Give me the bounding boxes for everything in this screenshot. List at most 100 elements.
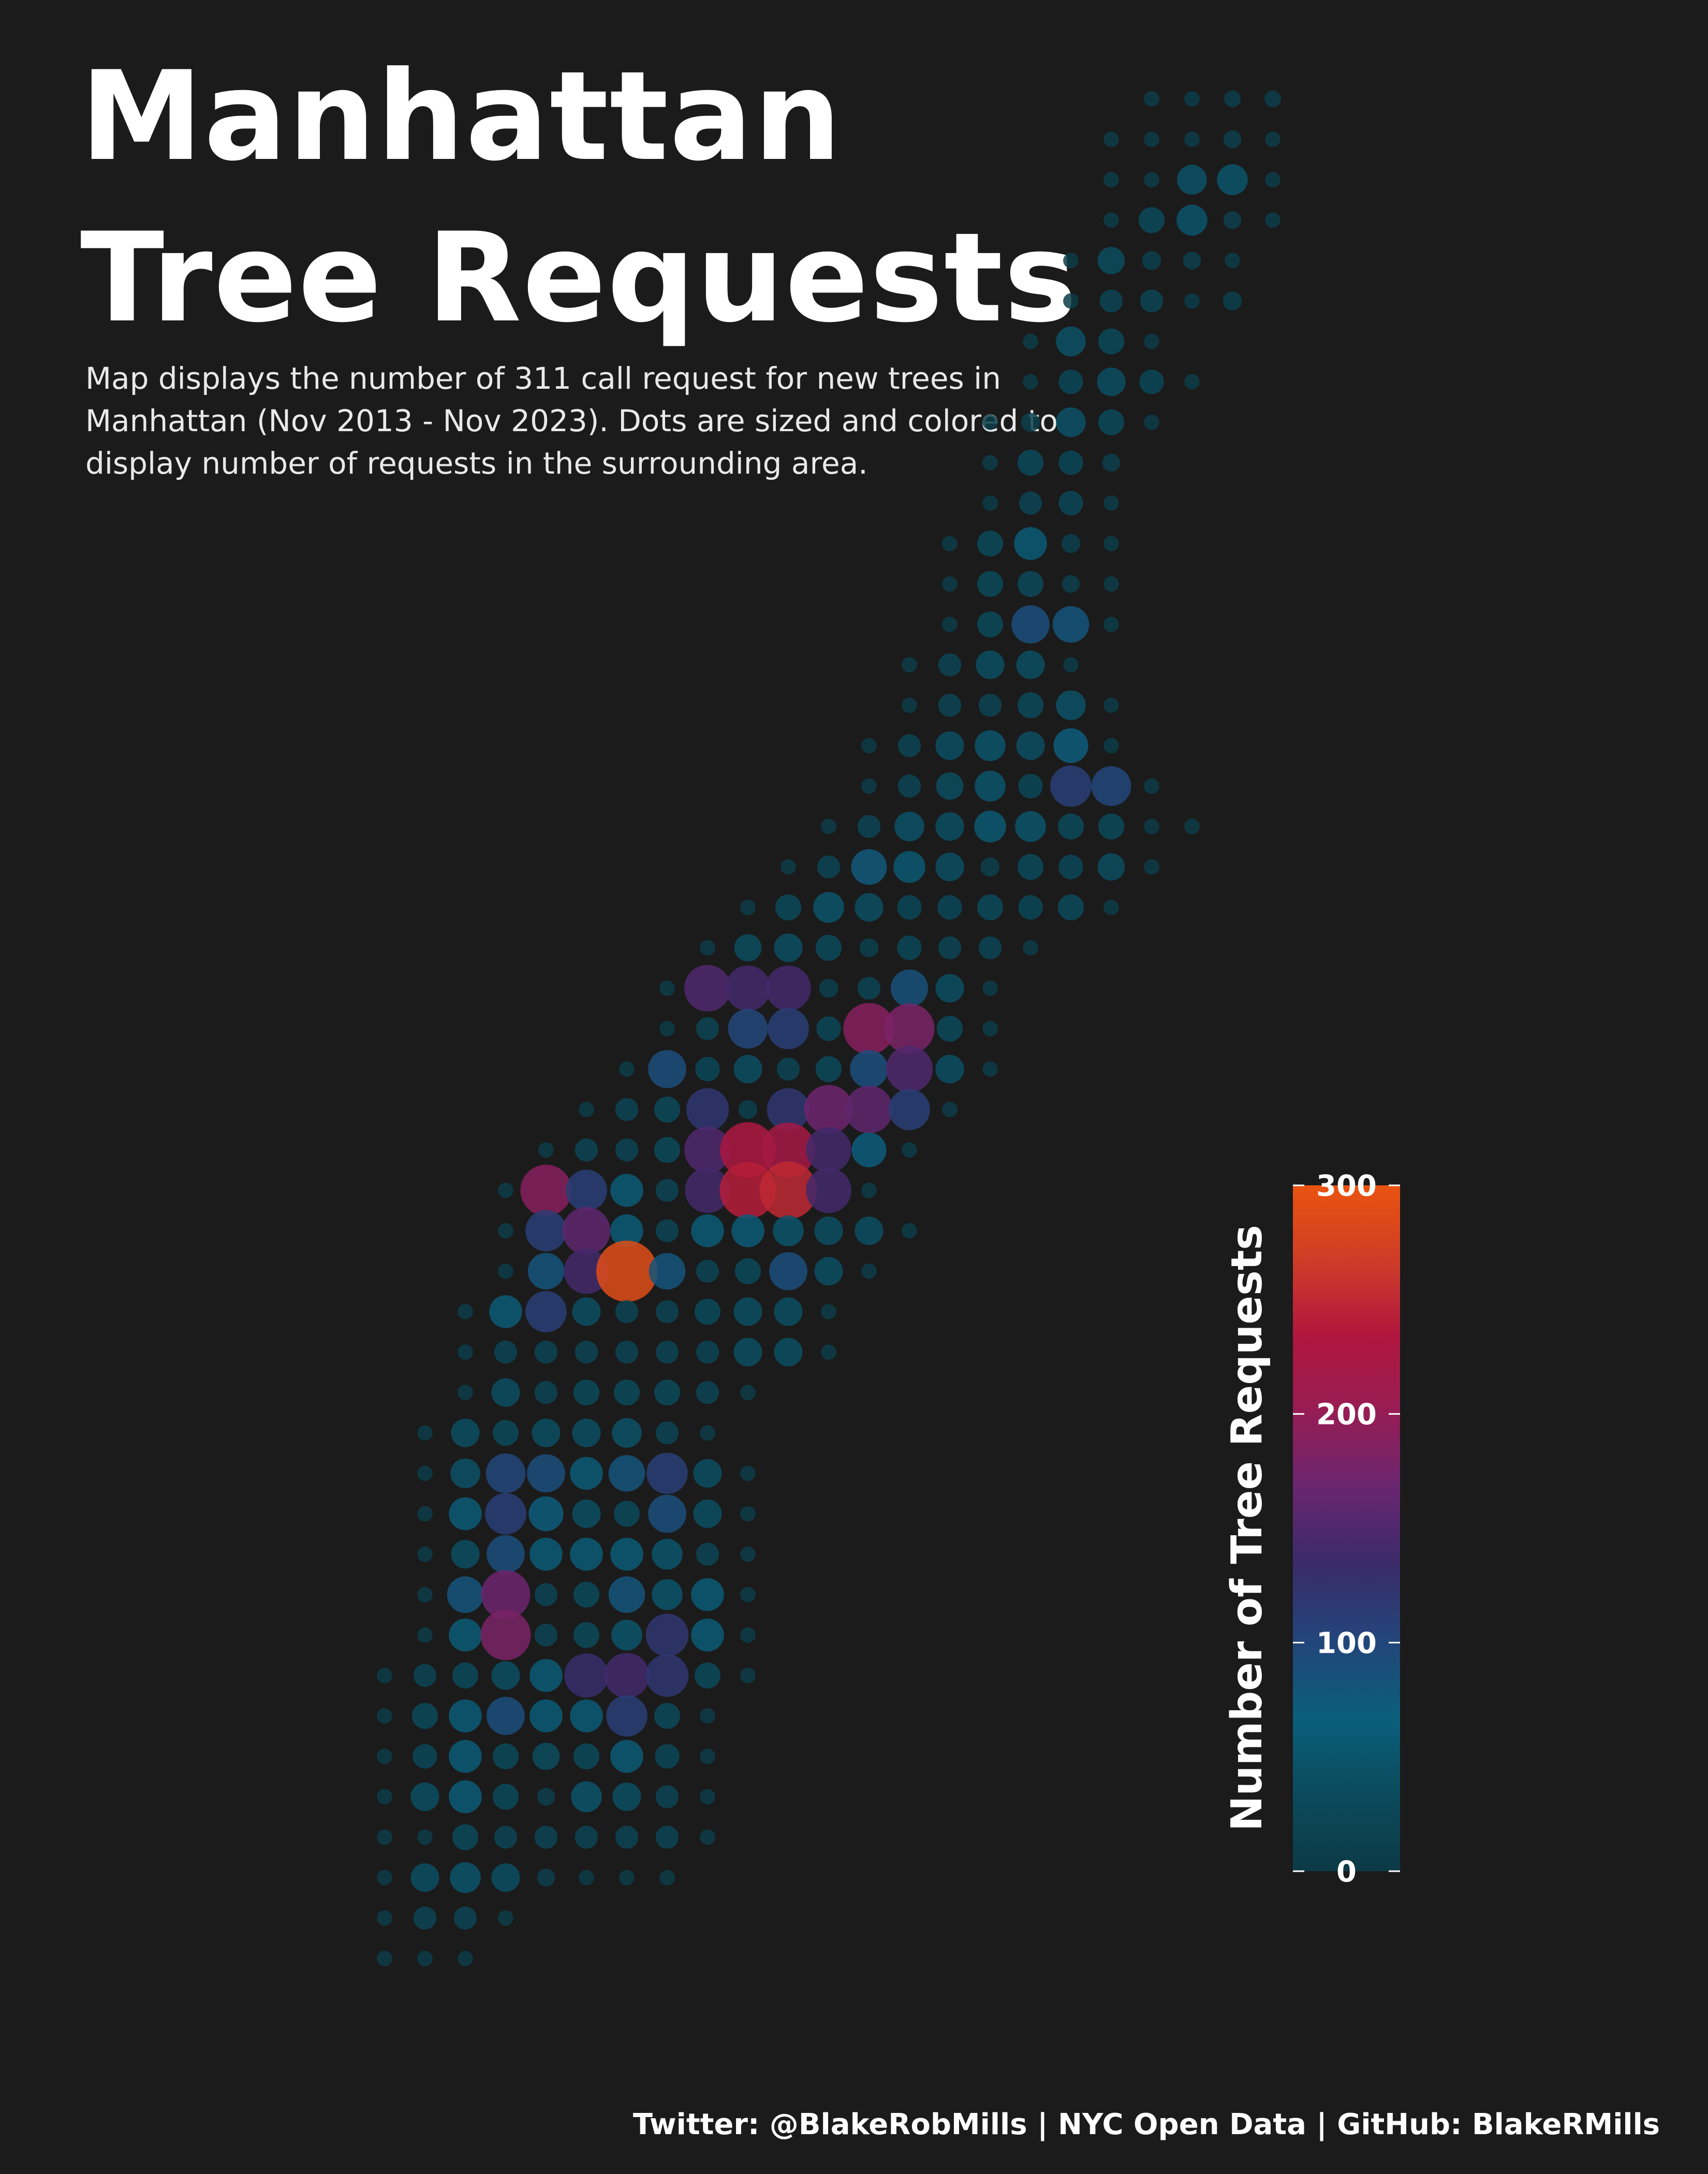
map-dot [494,1826,518,1849]
map-dot [573,1743,600,1770]
map-dot [377,1910,392,1926]
map-dot [575,1138,598,1162]
map-dot [774,1338,803,1367]
map-dot [573,1622,600,1648]
map-dot [654,1096,681,1123]
map-dot [450,1458,480,1489]
map-dot [1103,616,1119,633]
map-dot [815,935,842,961]
map-dot [1140,289,1164,313]
map-dot [1097,368,1126,396]
map-dot [936,1016,963,1042]
map-dot [659,980,675,996]
map-dot [377,1870,392,1886]
map-dot [1144,131,1159,147]
map-dot [458,1385,473,1401]
map-dot [604,1653,650,1698]
map-dot [734,934,762,962]
map-dot [935,812,964,841]
color-legend: 0 100 200 300 Number of Tree Requests [1223,1169,1400,1889]
map-dot [1103,738,1119,754]
map-dot [613,1379,640,1406]
map-dot [532,1742,560,1770]
legend-tick-label: 100 [1316,1626,1377,1660]
map-dot [821,1344,836,1360]
map-dot [449,1699,482,1732]
map-dot [740,900,756,915]
map-dot [1056,326,1086,357]
map-dot [935,853,964,882]
map-dot [606,1695,647,1737]
map-dot [1103,697,1119,713]
map-dot [776,1057,800,1081]
map-dot [806,1167,851,1213]
map-dot [1058,855,1083,879]
map-dot [525,1291,567,1332]
map-dot [449,1497,482,1531]
map-dot [417,1627,433,1643]
map-dot [982,1021,998,1037]
map-dot [1184,91,1200,107]
map-dot [1023,374,1038,390]
map-dot [610,1173,643,1207]
map-dot [573,1379,600,1406]
map-dot [816,1016,841,1041]
map-dot [761,1122,816,1178]
map-dot [410,1782,439,1811]
map-dot [417,1425,433,1441]
map-dot [1052,606,1089,643]
map-dot [608,1576,645,1613]
map-dot [566,1169,607,1211]
map-dot [534,1623,558,1647]
map-dot [1223,130,1242,149]
map-dot [980,857,1000,877]
map-dot [740,1587,756,1603]
map-dot [694,1298,721,1325]
map-dot [814,1216,843,1245]
map-dot [615,1300,639,1324]
map-dot [978,936,1002,960]
map-dot [781,859,796,875]
map-dot [1063,293,1079,309]
map-dot [1223,291,1242,311]
map-dot [520,1165,572,1216]
map-dot [417,1465,433,1481]
map-dot [487,1697,525,1735]
map-dot [700,1708,715,1724]
map-dot [857,977,881,1000]
map-dot [575,1340,598,1364]
map-dot [1264,90,1282,108]
map-dot [1102,453,1121,472]
map-dot [977,571,1004,597]
map-dot [458,1304,473,1319]
map-dot [775,894,802,921]
map-dot [982,980,998,996]
map-dot [767,1088,810,1131]
map-dot [897,935,922,960]
map-dot [696,1543,719,1566]
map-dot [570,1699,603,1732]
map-dot [579,1870,594,1886]
map-dot [648,1494,686,1533]
map-dot [975,730,1006,761]
map-dot [1023,940,1038,956]
map-dot [806,1127,851,1173]
map-dot [659,1870,675,1886]
map-dot [570,1457,603,1490]
map-dot [728,1008,768,1049]
map-dot [897,734,921,757]
map-dot [890,970,929,1007]
map-dot [1098,813,1125,840]
map-title: Manhattan Tree Requests [80,36,1078,359]
map-dot [719,1162,776,1219]
map-dot [1098,328,1125,355]
map-dot [572,1418,601,1447]
map-dot [1019,491,1042,515]
map-dot [902,697,917,713]
map-dot [619,1870,635,1886]
map-dot [410,1863,439,1892]
map-dot [759,1162,817,1220]
map-dot [696,1259,719,1283]
map-dot [1057,813,1084,840]
map-dot [615,1138,639,1162]
